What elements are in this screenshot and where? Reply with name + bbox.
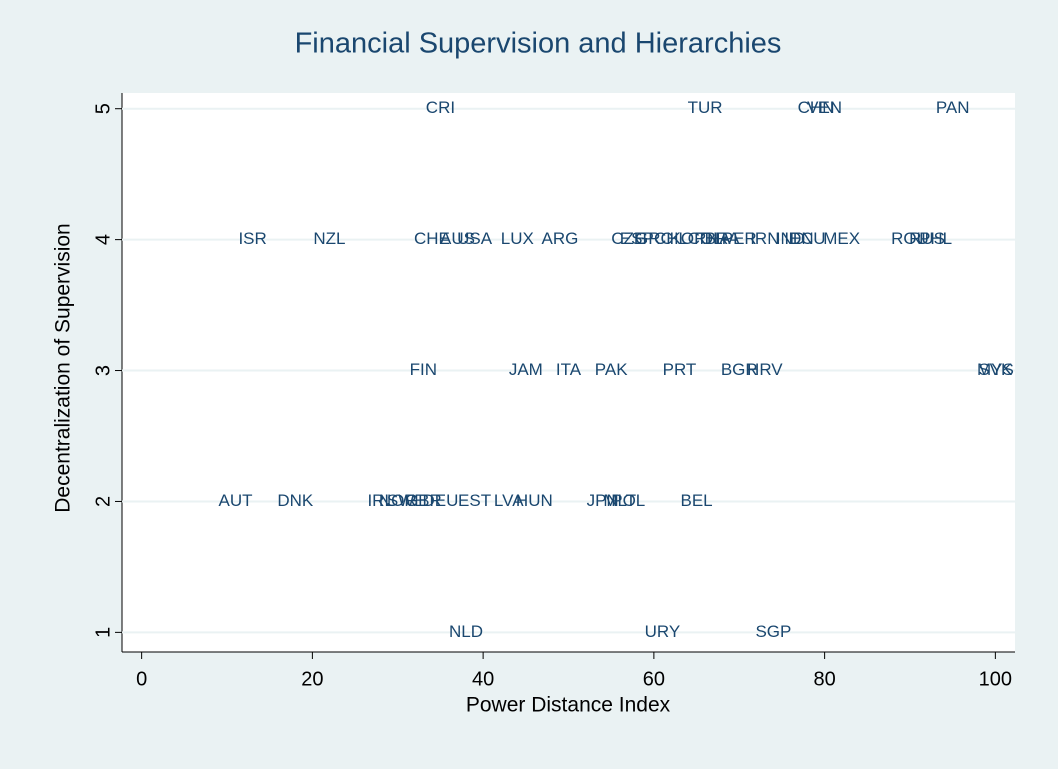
point-label: CHE <box>414 229 450 248</box>
plot-area <box>122 93 1015 652</box>
point-label: LVA <box>494 491 524 510</box>
point-label: POL <box>611 491 645 510</box>
point-label: SWE <box>387 491 426 510</box>
point-label: AUS <box>440 229 475 248</box>
point-label: IND <box>776 229 805 248</box>
point-label: ARG <box>542 229 579 248</box>
point-label: PHL <box>919 229 952 248</box>
y-tick-label: 2 <box>92 496 114 507</box>
point-label: LUX <box>501 229 534 248</box>
point-label: FIN <box>410 360 437 379</box>
point-label: ISR <box>238 229 266 248</box>
point-label: KOR <box>670 229 707 248</box>
point-label: CRI <box>426 98 455 117</box>
point-label: IDN <box>784 229 813 248</box>
point-label: CHN <box>798 98 835 117</box>
x-tick-label: 100 <box>979 668 1012 690</box>
point-label: ESP <box>620 229 654 248</box>
chart-title: Financial Supervision and Hierarchies <box>295 28 782 60</box>
point-label: SGP <box>755 622 791 641</box>
point-label: PAK <box>595 360 628 379</box>
point-label: CHL <box>654 229 688 248</box>
point-label: JAM <box>509 360 543 379</box>
point-label: MYS <box>977 360 1014 379</box>
point-label: ROU <box>891 229 929 248</box>
point-label: AUT <box>219 491 253 510</box>
point-label: IRN <box>750 229 779 248</box>
point-label: MEX <box>823 229 860 248</box>
point-label: DEU <box>422 491 458 510</box>
point-label: GRC <box>635 229 673 248</box>
point-label: COL <box>688 229 723 248</box>
point-label: SVK <box>978 360 1013 379</box>
x-axis-label: Power Distance Index <box>466 694 671 717</box>
point-label: TUR <box>688 98 723 117</box>
x-tick-label: 20 <box>301 668 323 690</box>
point-label: BRA <box>705 229 741 248</box>
point-label: EST <box>458 491 491 510</box>
y-axis-label: Decentralization of Supervision <box>52 223 75 513</box>
point-label: CZE <box>611 229 645 248</box>
point-label: DNK <box>277 491 314 510</box>
point-label: PAN <box>936 98 970 117</box>
point-label: NZL <box>313 229 345 248</box>
x-tick-label: 0 <box>136 668 147 690</box>
point-label: HUN <box>516 491 553 510</box>
point-label: BGR <box>721 360 758 379</box>
point-label: ECU <box>790 229 826 248</box>
point-label: GBR <box>405 491 442 510</box>
point-label: ITA <box>556 360 582 379</box>
x-tick-label: 80 <box>813 668 835 690</box>
point-label: NOR <box>379 491 417 510</box>
point-label: PRT <box>663 360 697 379</box>
point-label: THA <box>697 229 732 248</box>
y-tick-label: 3 <box>92 365 114 376</box>
y-tick-label: 4 <box>92 234 114 245</box>
point-label: MLT <box>603 491 636 510</box>
point-label: URY <box>645 622 681 641</box>
point-label: PER <box>722 229 757 248</box>
point-label: NLD <box>449 622 483 641</box>
point-label: RUS <box>909 229 945 248</box>
x-tick-label: 60 <box>643 668 665 690</box>
y-tick-label: 5 <box>92 103 114 114</box>
point-label: VEN <box>807 98 842 117</box>
y-tick-label: 1 <box>92 627 114 638</box>
point-label: USA <box>457 229 493 248</box>
point-label: JPN <box>587 491 619 510</box>
x-tick-label: 40 <box>472 668 494 690</box>
point-label: IRL <box>367 491 393 510</box>
point-label: HRV <box>747 360 783 379</box>
point-label: BEL <box>680 491 712 510</box>
